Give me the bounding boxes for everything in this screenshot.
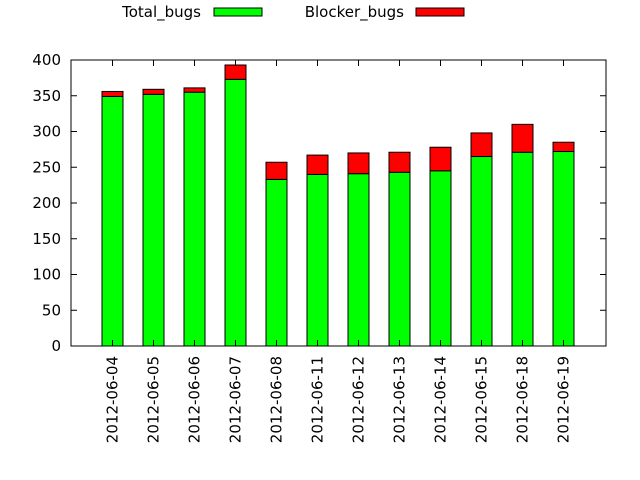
y-tick-label: 300: [32, 123, 61, 141]
x-tick-label: 2012-06-04: [104, 356, 122, 443]
bar-total-bugs-2012-06-19: [552, 151, 575, 347]
x-tick-label: 2012-06-07: [227, 356, 245, 443]
bar-blocker-bugs-2012-06-14: [429, 146, 452, 172]
x-tick-label: 2012-06-19: [555, 356, 573, 443]
bar-total-bugs-2012-06-07: [224, 78, 247, 347]
x-tick-label: 2012-06-15: [473, 356, 491, 443]
bar-blocker-bugs-2012-06-08: [265, 161, 288, 180]
bar-blocker-bugs-2012-06-06: [183, 87, 206, 93]
bar-blocker-bugs-2012-06-15: [470, 132, 493, 158]
bar-total-bugs-2012-06-06: [183, 91, 206, 347]
bar-blocker-bugs-2012-06-04: [101, 90, 124, 97]
legend-label-blocker-bugs: Blocker_bugs: [305, 3, 404, 22]
bar-blocker-bugs-2012-06-05: [142, 88, 165, 95]
bar-total-bugs-2012-06-14: [429, 170, 452, 347]
y-tick-label: 400: [32, 51, 61, 69]
bar-total-bugs-2012-06-18: [511, 151, 534, 347]
legend-swatch-blocker-bugs: [415, 7, 465, 17]
bar-blocker-bugs-2012-06-11: [306, 154, 329, 175]
y-axis: 0 50 100 150 200 250 300 350 400: [32, 51, 606, 355]
x-tick-label: 2012-06-11: [309, 356, 327, 443]
bar-blocker-bugs-2012-06-13: [388, 151, 411, 173]
bar-blocker-bugs-2012-06-18: [511, 123, 534, 153]
legend-swatch-total-bugs: [213, 7, 263, 17]
bar-total-bugs-2012-06-05: [142, 93, 165, 347]
x-tick-label: 2012-06-14: [432, 356, 450, 443]
bar-total-bugs-2012-06-13: [388, 171, 411, 347]
legend: Total_bugs Blocker_bugs: [121, 3, 465, 22]
x-axis: 2012-06-04 2012-06-05 2012-06-06 2012-06-07…: [104, 60, 573, 443]
bars: [101, 64, 575, 347]
plot-frame: [70, 59, 607, 347]
y-tick-label: 350: [32, 87, 61, 105]
bar-total-bugs-2012-06-15: [470, 156, 493, 347]
x-tick-label: 2012-06-08: [268, 356, 286, 443]
bar-total-bugs-2012-06-12: [347, 173, 370, 347]
x-tick-label: 2012-06-13: [391, 356, 409, 443]
y-tick-label: 150: [32, 230, 61, 248]
y-tick-label: 50: [42, 301, 61, 319]
y-tick-label: 200: [32, 194, 61, 212]
bar-blocker-bugs-2012-06-19: [552, 141, 575, 153]
bar-blocker-bugs-2012-06-12: [347, 152, 370, 175]
legend-label-total-bugs: Total_bugs: [121, 3, 201, 22]
y-tick-label: 250: [32, 158, 61, 176]
bar-blocker-bugs-2012-06-07: [224, 64, 247, 80]
bar-total-bugs-2012-06-08: [265, 178, 288, 347]
bar-total-bugs-2012-06-11: [306, 173, 329, 347]
y-tick-label: 100: [32, 266, 61, 284]
x-tick-label: 2012-06-18: [514, 356, 532, 443]
x-tick-label: 2012-06-06: [186, 356, 204, 443]
bar-total-bugs-2012-06-04: [101, 95, 124, 347]
x-tick-label: 2012-06-12: [350, 356, 368, 443]
x-tick-label: 2012-06-05: [145, 356, 163, 443]
y-tick-label: 0: [51, 337, 61, 355]
